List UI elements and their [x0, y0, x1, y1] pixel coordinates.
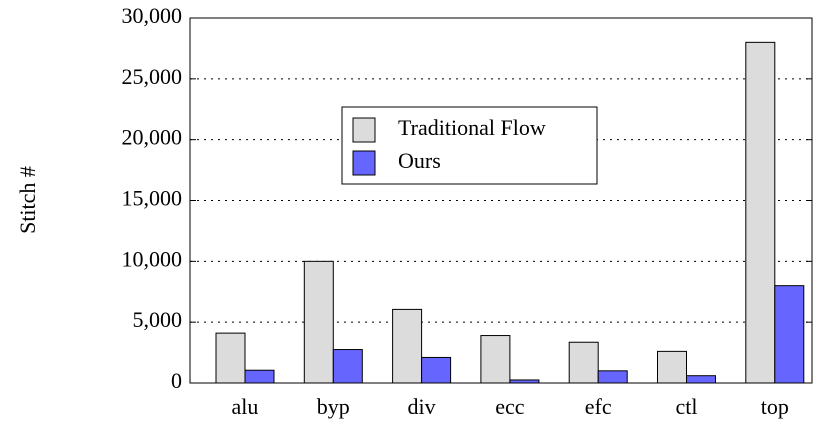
legend-label: Ours [398, 148, 441, 173]
y-tick-label: 20,000 [122, 125, 183, 150]
legend-swatch [352, 150, 376, 176]
bar [421, 356, 452, 384]
x-tick-label: efc [585, 394, 612, 419]
x-tick-label: div [408, 394, 436, 419]
bar [303, 260, 334, 384]
bar [774, 285, 805, 384]
bar [686, 375, 716, 384]
y-tick-label: 0 [171, 368, 182, 393]
x-tick-label: ctl [676, 394, 698, 419]
legend-swatch [352, 117, 376, 143]
y-tick-label: 25,000 [122, 64, 183, 89]
legend-box [341, 106, 598, 185]
legend-label: Traditional Flow [398, 115, 546, 140]
x-tick-label: alu [232, 394, 259, 419]
bar [244, 369, 275, 384]
bar [480, 335, 511, 384]
y-axis-label: Stitch # [15, 166, 40, 234]
bar [568, 341, 599, 384]
bar [597, 370, 628, 384]
bar [332, 349, 363, 384]
y-tick-label: 10,000 [122, 246, 183, 271]
x-tick-label: top [761, 394, 789, 419]
bar [745, 41, 776, 384]
x-tick-label: byp [317, 394, 350, 419]
bar [392, 308, 423, 384]
y-tick-label: 30,000 [122, 3, 183, 28]
x-tick-label: ecc [495, 394, 525, 419]
y-tick-label: 5,000 [133, 307, 183, 332]
bar [657, 350, 687, 384]
y-tick-label: 15,000 [122, 186, 183, 211]
plot-frame [189, 17, 813, 384]
bar [215, 332, 246, 384]
